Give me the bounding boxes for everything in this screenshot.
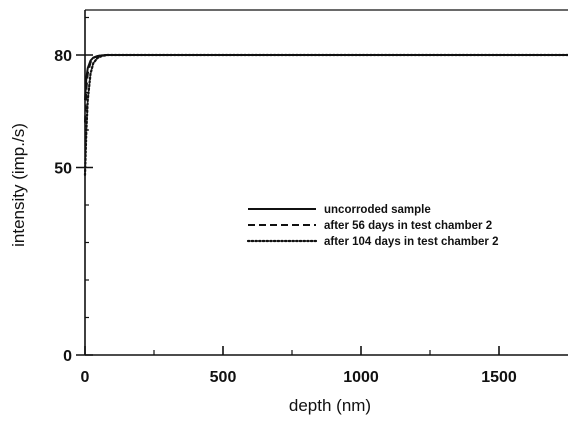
legend-label-3: after 104 days in test chamber 2 — [324, 236, 499, 248]
x-axis-label: depth (nm) — [289, 396, 371, 415]
x-tick-label: 500 — [210, 369, 237, 386]
series-line-1 — [84, 54, 568, 101]
minor-ticks — [85, 16, 431, 355]
y-tick-label: 80 — [54, 48, 72, 65]
legend: uncorroded sample after 56 days in test c… — [246, 204, 499, 248]
series-lines — [83, 53, 568, 177]
axis-ticks: 0 500 1000 1500 0 50 80 — [54, 48, 517, 386]
legend-label-1: uncorroded sample — [324, 204, 431, 216]
legend-label-2: after 56 days in test chamber 2 — [324, 220, 492, 232]
series-line-3 — [83, 53, 568, 177]
plot-frame — [84, 9, 568, 356]
y-axis-label: intensity (imp./s) — [9, 123, 28, 247]
y-tick-label: 0 — [63, 348, 72, 365]
series-line-2 — [84, 54, 568, 123]
x-tick-label: 1000 — [343, 369, 379, 386]
x-tick-label: 1500 — [481, 369, 517, 386]
y-tick-label: 50 — [54, 161, 72, 178]
x-tick-label: 0 — [81, 369, 90, 386]
